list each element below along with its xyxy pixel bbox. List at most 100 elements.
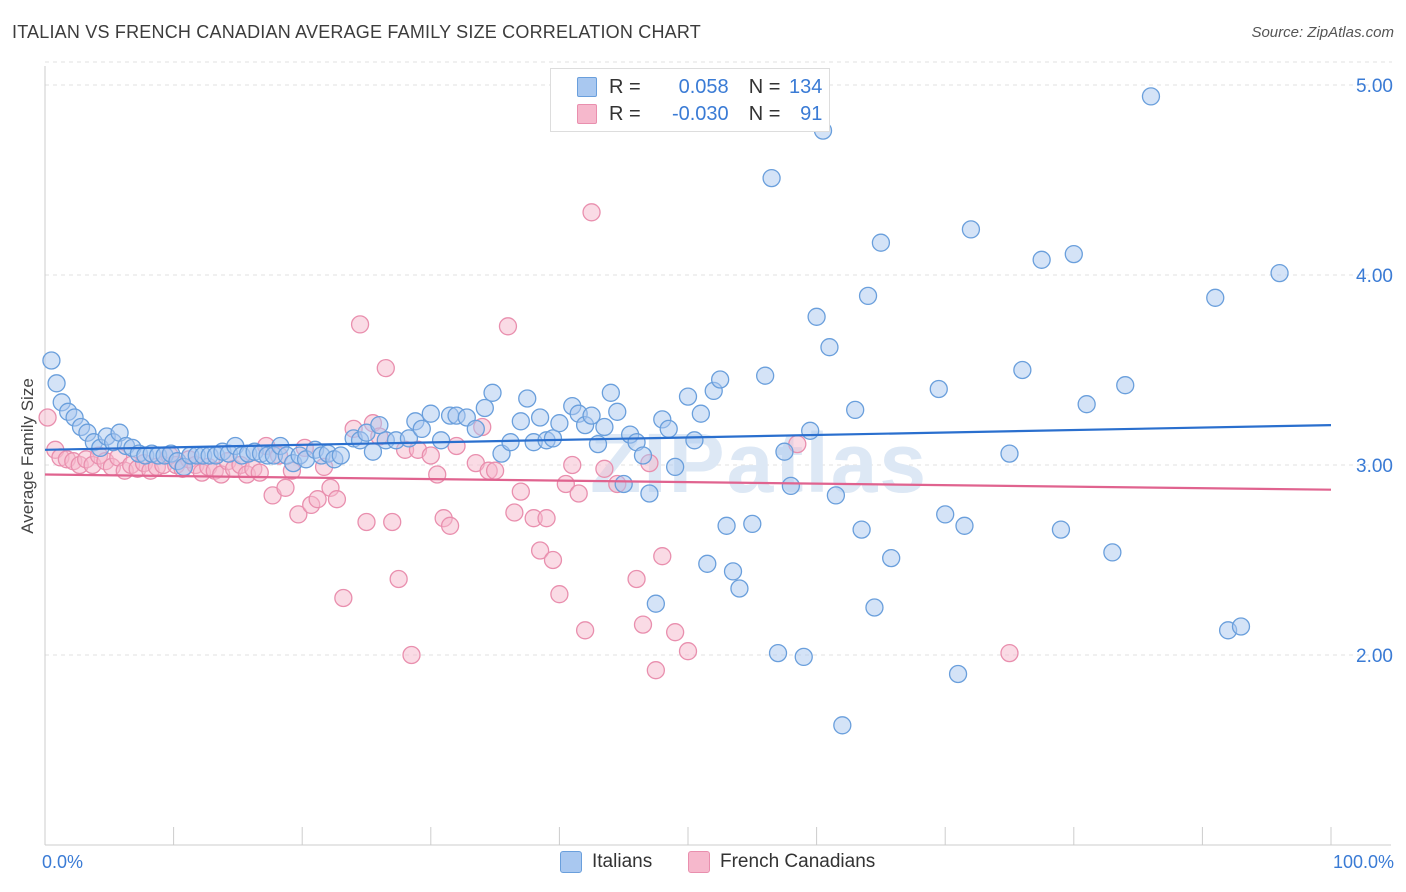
french-canadian-point — [653, 547, 672, 566]
legend-n-value: 134 — [789, 75, 823, 98]
trend-line-italians — [44, 424, 1332, 451]
french-canadian-point — [308, 490, 327, 509]
french-canadian-point — [550, 585, 569, 604]
italian-point — [730, 579, 749, 598]
french-canadian-point — [428, 465, 447, 484]
italian-point — [820, 338, 839, 357]
italian-point — [685, 431, 704, 450]
italian-point — [807, 307, 826, 326]
italian-point — [865, 598, 884, 617]
legend-row-italians: R = 0.058 N = 134 — [551, 74, 822, 100]
y-tick-labels: 2.00 3.00 4.00 5.00 — [1356, 76, 1393, 667]
italian-point — [1032, 250, 1051, 269]
italian-point — [1231, 617, 1251, 636]
french-canadian-point — [421, 446, 440, 465]
italian-point — [633, 446, 653, 465]
bottom-swatch-blue — [560, 851, 582, 873]
french-canadian-point — [543, 550, 563, 570]
italian-point — [595, 417, 614, 437]
italian-point — [691, 404, 711, 423]
french-canadian-point — [569, 484, 588, 503]
french-canadian-point — [38, 408, 57, 427]
italian-point — [421, 404, 440, 423]
italian-point — [1270, 263, 1289, 283]
italian-point — [833, 716, 852, 735]
italian-point — [762, 168, 781, 188]
axes — [44, 66, 1391, 846]
legend-r-label: R = — [609, 75, 641, 98]
x-tick-max: 100.0% — [1332, 852, 1394, 872]
french-canadian-point — [505, 503, 524, 522]
italian-point — [1116, 376, 1135, 395]
legend-n-value: 91 — [800, 102, 823, 125]
italian-point — [640, 484, 659, 503]
french-canadian-point — [334, 588, 353, 608]
french-canadian-point — [383, 512, 402, 532]
french-canadian-point — [537, 509, 556, 528]
italian-point — [678, 387, 698, 406]
italian-point — [42, 351, 61, 370]
italian-point — [659, 419, 678, 439]
italian-point — [412, 419, 431, 439]
italian-point — [852, 520, 871, 539]
italian-point — [775, 442, 794, 461]
italian-point — [858, 286, 878, 306]
italian-point — [723, 562, 743, 581]
italian-point — [530, 408, 550, 427]
french-canadian-point — [498, 317, 518, 336]
french-canadian-point — [376, 358, 395, 378]
french-canadian-point — [511, 482, 530, 501]
italians-points — [42, 87, 1289, 735]
bottom-legend-label: French Canadians — [720, 851, 876, 872]
x-tick-min: 0.0% — [42, 852, 84, 872]
italian-point — [1064, 244, 1083, 264]
italian-point — [955, 516, 974, 535]
correlation-legend: R = 0.058 N = 134 R = -0.030 N = 91 — [550, 68, 830, 132]
italian-point — [801, 421, 820, 440]
italian-point — [711, 370, 730, 389]
italian-point — [961, 220, 981, 239]
french-canadian-point — [646, 661, 665, 680]
french-canadian-point — [289, 505, 308, 524]
italian-point — [431, 431, 451, 450]
french-canadian-point — [276, 478, 295, 497]
italian-point — [475, 398, 494, 418]
italian-point — [743, 514, 762, 534]
italian-point — [608, 402, 627, 421]
italian-point — [846, 400, 865, 420]
grid-lines — [45, 61, 1392, 656]
bottom-legend-french: French Canadians — [688, 851, 875, 873]
italian-point — [794, 647, 813, 667]
trend-lines — [44, 424, 1332, 491]
french-canadian-point — [357, 512, 376, 532]
french-canadian-point — [327, 490, 347, 509]
italian-point — [518, 389, 537, 408]
italian-point — [614, 474, 633, 494]
french-canadian-point — [595, 459, 614, 478]
italian-point — [768, 643, 788, 663]
italian-point — [646, 594, 665, 613]
french-canadian-point — [389, 569, 408, 589]
legend-r-value: -0.030 — [671, 102, 729, 125]
italian-point — [781, 476, 801, 496]
legend-swatch-blue — [577, 77, 597, 97]
italian-point — [543, 429, 563, 448]
y-tick-label: 2.00 — [1356, 646, 1393, 667]
italian-point — [501, 433, 520, 452]
french-canadian-point — [402, 645, 421, 665]
french-canadian-point — [582, 203, 601, 222]
french-canadian-point — [633, 615, 653, 634]
italian-point — [871, 233, 891, 252]
italian-point — [483, 383, 502, 402]
italian-point — [582, 406, 601, 425]
trend-line-french — [44, 473, 1332, 491]
italian-point — [665, 457, 685, 477]
y-tick-label: 3.00 — [1356, 456, 1393, 477]
italian-point — [756, 366, 775, 385]
italian-point — [1141, 87, 1161, 106]
legend-r-value: 0.058 — [678, 75, 729, 98]
italian-point — [1000, 444, 1019, 463]
legend-n-label: N = — [748, 75, 781, 98]
italian-point — [948, 664, 968, 684]
